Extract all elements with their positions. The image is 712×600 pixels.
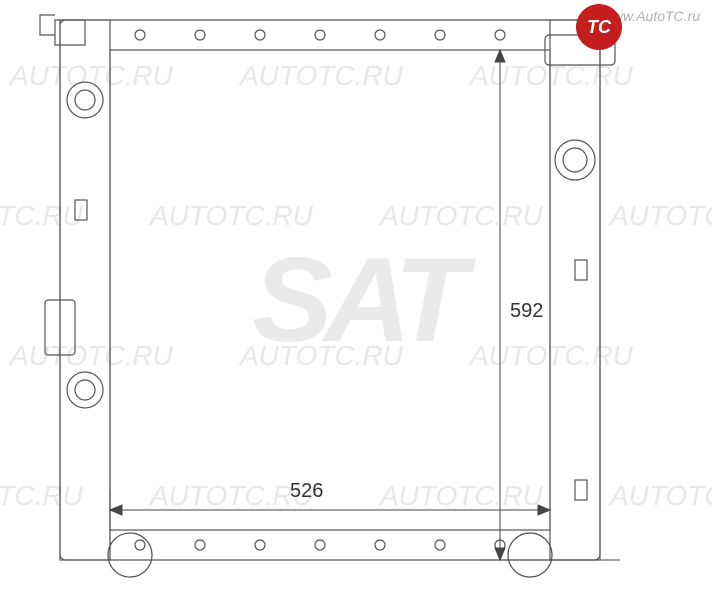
tc-logo-icon: TC <box>576 4 622 50</box>
height-dimension-label: 592 <box>510 300 543 323</box>
tc-logo-text: TC <box>587 17 611 38</box>
width-dimension-label: 526 <box>290 480 323 503</box>
radiator-drawing <box>0 0 712 600</box>
